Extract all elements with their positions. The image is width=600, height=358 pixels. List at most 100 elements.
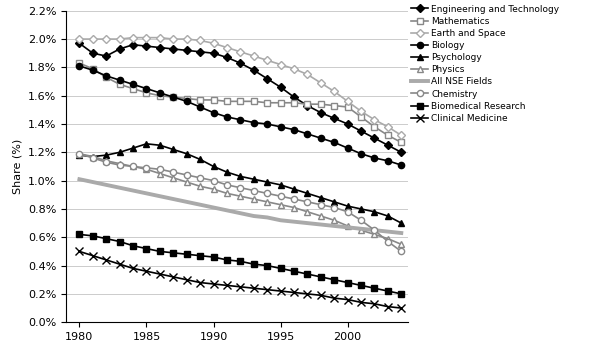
Psychology [183,151,190,156]
Line: Physics: Physics [76,150,405,248]
Clinical Medicine [237,285,244,289]
Biomedical Research [331,277,338,282]
Clinical Medicine [156,272,163,276]
Psychology [344,204,351,208]
Biomedical Research [210,255,217,259]
Biology [384,159,391,163]
Psychology [290,187,298,191]
Mathematics [143,91,150,95]
Clinical Medicine [103,258,110,262]
All NSE Fields [344,225,351,229]
Engineering and Technology [223,55,230,59]
Chemistry [103,160,110,164]
All NSE Fields [130,188,137,193]
Earth and Space [317,81,325,85]
Earth and Space [210,41,217,45]
Engineering and Technology [317,111,325,115]
Clinical Medicine [290,290,298,295]
All NSE Fields [277,218,284,222]
Earth and Space [103,37,110,41]
Chemistry [156,167,163,171]
Chemistry [344,210,351,214]
Chemistry [263,191,271,195]
All NSE Fields [143,191,150,195]
Physics [263,200,271,204]
Engineering and Technology [344,122,351,126]
Physics [331,218,338,222]
Chemistry [170,170,177,174]
Physics [304,210,311,214]
Engineering and Technology [304,103,311,108]
Clinical Medicine [358,300,365,305]
Clinical Medicine [143,269,150,274]
Chemistry [197,176,204,180]
Psychology [263,180,271,184]
Earth and Space [197,38,204,43]
Earth and Space [277,62,284,67]
Physics [130,164,137,169]
Biology [210,111,217,115]
Mathematics [103,75,110,79]
Earth and Space [237,50,244,54]
Mathematics [89,67,97,71]
Psychology [197,157,204,161]
Physics [89,154,97,159]
Physics [371,232,378,237]
Biology [331,140,338,145]
Chemistry [223,183,230,187]
Clinical Medicine [223,283,230,287]
Earth and Space [116,37,123,41]
Physics [237,194,244,198]
Chemistry [130,164,137,169]
Biology [197,105,204,109]
Mathematics [290,101,298,105]
Mathematics [263,101,271,105]
Physics [76,151,83,156]
Biomedical Research [358,283,365,287]
Engineering and Technology [116,47,123,51]
Line: Psychology: Psychology [76,140,405,227]
Psychology [116,150,123,154]
Physics [116,161,123,166]
Earth and Space [76,37,83,41]
Biology [76,64,83,68]
Clinical Medicine [130,266,137,271]
Psychology [89,154,97,159]
Psychology [130,146,137,150]
Biology [263,122,271,126]
Clinical Medicine [210,282,217,286]
All NSE Fields [237,211,244,215]
All NSE Fields [371,228,378,232]
Mathematics [250,99,257,103]
Chemistry [331,205,338,210]
Biomedical Research [237,259,244,263]
Earth and Space [290,67,298,71]
Clinical Medicine [277,289,284,293]
Mathematics [76,61,83,65]
Clinical Medicine [398,306,405,310]
Biology [398,163,405,167]
Line: Engineering and Technology: Engineering and Technology [76,40,404,155]
All NSE Fields [197,203,204,207]
Engineering and Technology [76,41,83,45]
Mathematics [130,86,137,91]
Biology [290,127,298,132]
All NSE Fields [183,200,190,204]
Biomedical Research [143,246,150,251]
Engineering and Technology [358,129,365,133]
All NSE Fields [116,185,123,190]
Mathematics [170,95,177,99]
Physics [143,167,150,171]
Clinical Medicine [317,293,325,297]
Physics [183,180,190,184]
Engineering and Technology [103,54,110,58]
Physics [344,224,351,228]
Mathematics [277,101,284,105]
Clinical Medicine [250,286,257,290]
Biology [277,125,284,129]
Engineering and Technology [263,77,271,81]
Biology [89,68,97,72]
Clinical Medicine [331,296,338,300]
Psychology [331,200,338,204]
Chemistry [398,249,405,253]
